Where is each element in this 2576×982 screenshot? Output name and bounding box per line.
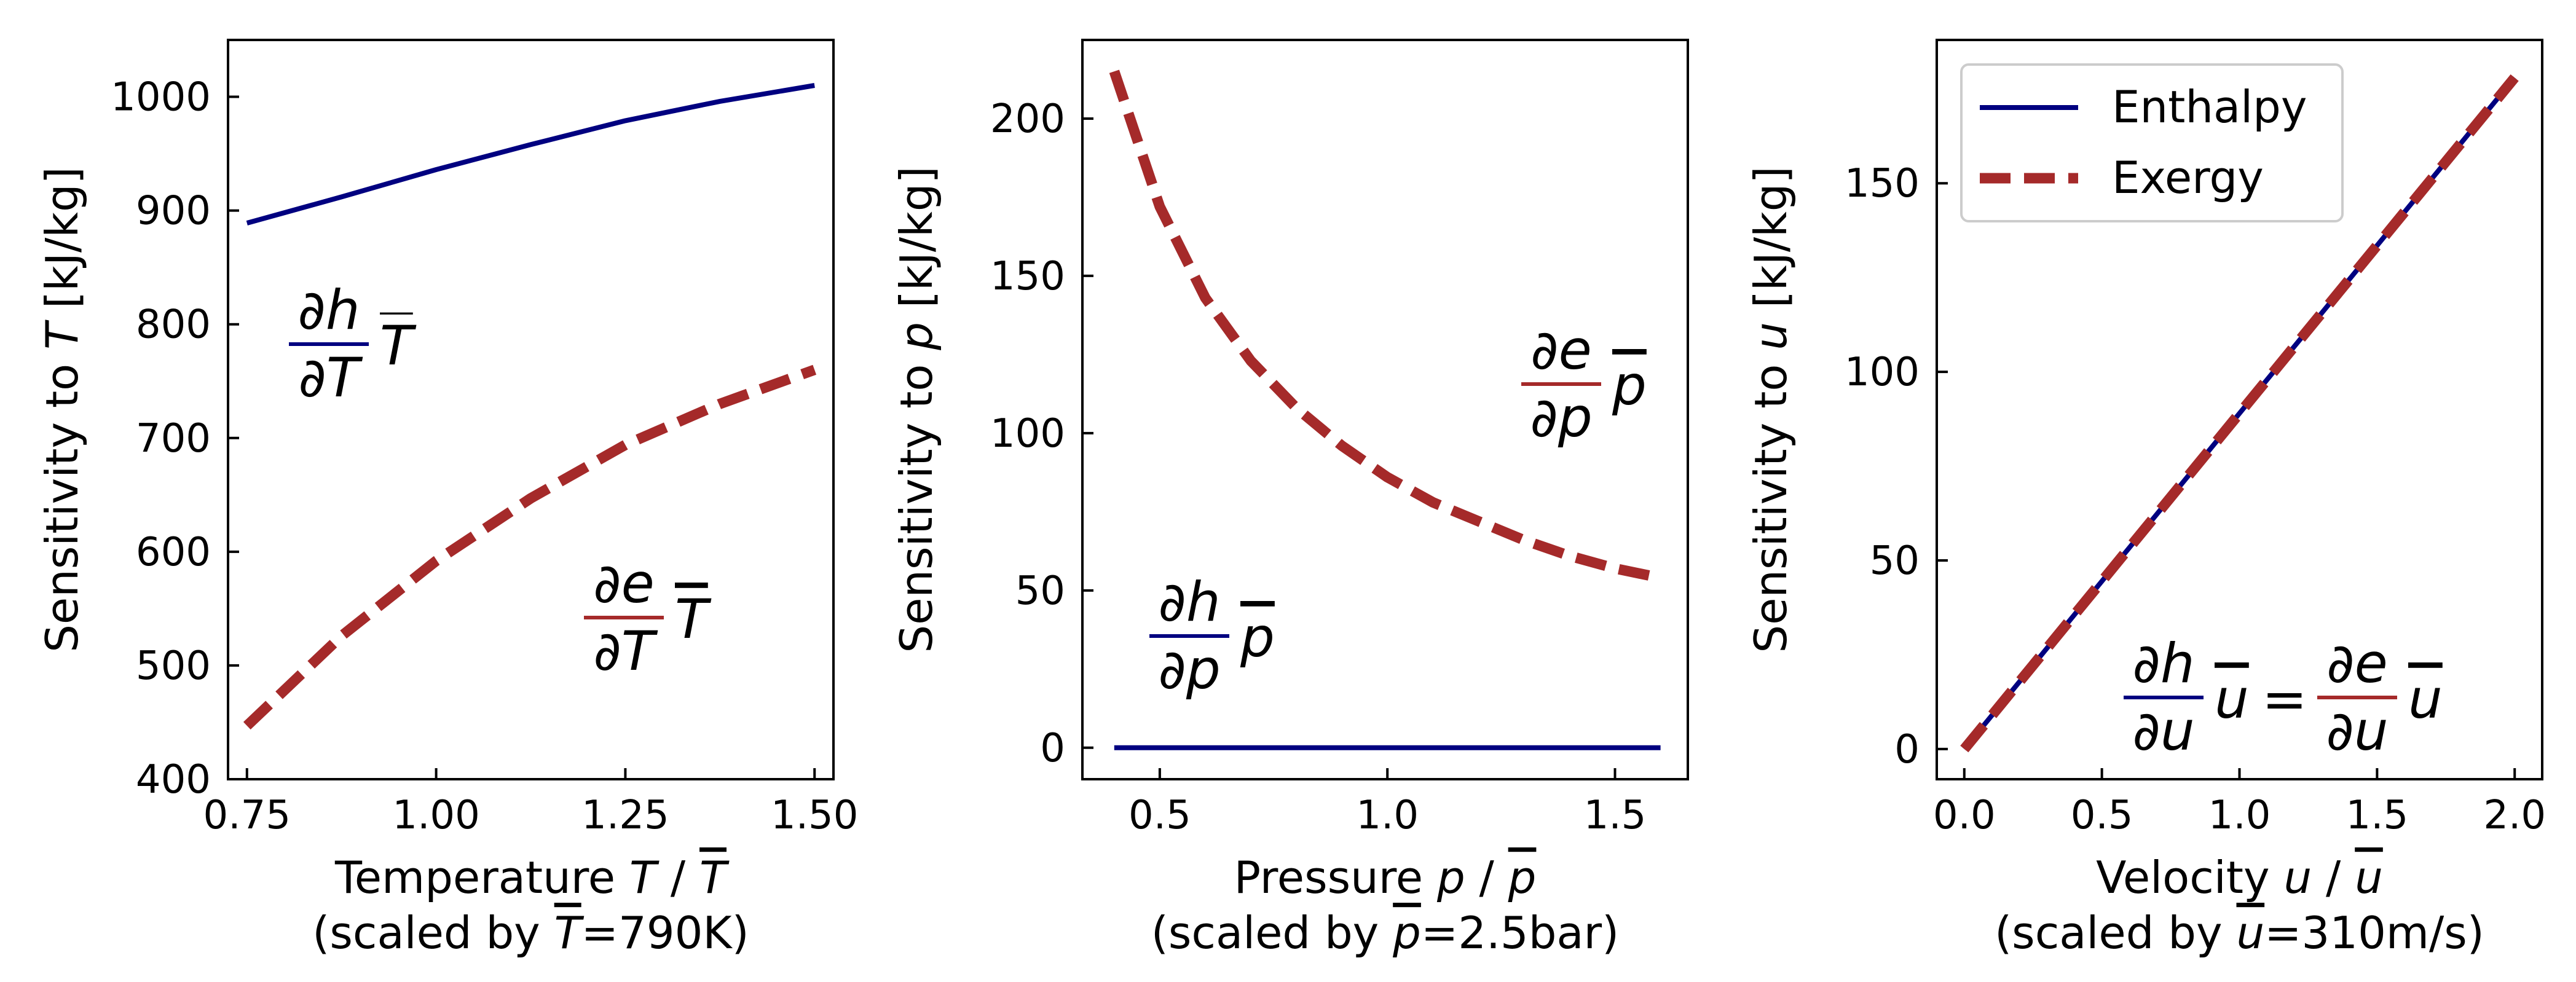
y-tick-label: 100 — [1845, 350, 1920, 395]
annotation-scale-symbol: u — [2215, 667, 2249, 731]
annotation-numerator: ∂h — [297, 278, 360, 342]
legend: Enthalpy Exergy — [1960, 63, 2344, 222]
annotation-denominator: ∂T — [298, 346, 363, 409]
y-tick-label: 600 — [136, 530, 211, 575]
annotation-numerator: ∂h — [2132, 632, 2194, 695]
series-line-enthalpy — [246, 83, 815, 226]
annotation-scale-symbol: p — [1240, 606, 1275, 669]
x-tick-label: 1.00 — [392, 793, 480, 838]
y-axis-label: Sensitivity to p [kJ/kg] — [891, 166, 942, 653]
annotation-scale-symbol: u — [2408, 667, 2443, 731]
legend-label-exergy: Exergy — [2112, 152, 2264, 203]
annotation-scale-symbol: T — [675, 587, 712, 651]
annotation-enthalpy: ∂h∂u u = — [2124, 632, 2307, 763]
annotation-numerator: ∂e — [1530, 318, 1592, 382]
y-tick-label: 100 — [990, 411, 1065, 457]
y-tick-label: 800 — [136, 302, 211, 348]
x-axis-label: Temperature T / T — [334, 852, 730, 903]
x-tick-label: 1.0 — [2208, 793, 2271, 838]
x-axis-sublabel: (scaled by p=2.5bar) — [1151, 907, 1619, 959]
annotation-numerator: ∂e — [593, 552, 655, 615]
series-line-exergy — [1109, 69, 1662, 583]
annotation-numerator: ∂h — [1158, 570, 1220, 634]
plot-frame — [1081, 39, 1689, 780]
chart-panel-1: 0.75 1.00 1.25 1.50 400 500 600 700 800 900 1000 Te… — [36, 39, 859, 959]
y-tick-label: 900 — [136, 189, 211, 234]
y-tick-label: 150 — [1845, 161, 1920, 206]
y-axis-label: Sensitivity to u [kJ/kg] — [1745, 166, 1797, 653]
x-tick-label: 0.5 — [1128, 793, 1191, 838]
annotation-denominator: ∂p — [1530, 386, 1592, 449]
plot-frame — [227, 39, 835, 780]
annotation-scale-symbol: T — [380, 314, 417, 377]
annotation-numerator: ∂e — [2326, 632, 2388, 695]
annotation-exergy: ∂e∂p p — [1521, 318, 1647, 449]
chart-panel-3: 0.0 0.5 1.0 1.5 2.0 0 50 100 150 Velocity u / u(s… — [1745, 39, 2546, 959]
y-tick-label: 0 — [1040, 726, 1065, 771]
x-axis-label: Pressure p / p — [1234, 852, 1537, 903]
series-line-exergy — [243, 364, 817, 730]
annotation-denominator: ∂u — [2326, 699, 2388, 763]
y-axis-label: Sensitivity to T [kJ/kg] — [36, 167, 88, 653]
x-tick-label: 0.75 — [203, 793, 291, 838]
x-tick-label: 1.25 — [581, 793, 669, 838]
y-tick-label: 200 — [990, 96, 1065, 142]
x-tick-label: 1.50 — [771, 793, 859, 838]
annotation-denominator: ∂u — [2132, 699, 2194, 763]
y-tick-label: 50 — [1870, 538, 1920, 584]
x-axis-label: Velocity u / u — [2096, 852, 2383, 903]
legend-label-enthalpy: Enthalpy — [2112, 81, 2307, 133]
x-axis-sublabel: (scaled by T=790K) — [312, 907, 749, 959]
x-tick-label: 1.5 — [2346, 793, 2408, 838]
x-tick-label: 2.0 — [2483, 793, 2546, 838]
y-tick-label: 150 — [990, 254, 1065, 299]
x-tick-label: 0.0 — [1933, 793, 1996, 838]
x-tick-label: 0.5 — [2071, 793, 2133, 838]
y-tick-label: 700 — [136, 416, 211, 462]
annotation-denominator: ∂T — [593, 619, 658, 683]
x-tick-label: 1.5 — [1584, 793, 1647, 838]
annotation-equals: = — [2262, 667, 2307, 731]
legend-box — [1960, 63, 2344, 222]
annotation-denominator: ∂p — [1158, 638, 1220, 701]
chart-panel-2: 0.5 1.0 1.5 0 50 100 150 200 Pressure p / p(scal… — [891, 39, 1689, 959]
x-axis-sublabel: (scaled by u=310m/s) — [1995, 907, 2484, 959]
y-tick-label: 0 — [1894, 727, 1920, 772]
annotation-exergy: ∂e∂u u — [2317, 632, 2443, 763]
annotation-exergy: ∂e∂T T — [584, 552, 712, 683]
y-tick-label: 50 — [1015, 568, 1065, 614]
annotation-scale-symbol: p — [1612, 354, 1647, 417]
x-tick-label: 1.0 — [1356, 793, 1419, 838]
series-line-exergy — [1960, 74, 2519, 753]
annotation-enthalpy: ∂h∂T T — [289, 278, 417, 409]
annotation-enthalpy: ∂h∂p p — [1149, 570, 1275, 701]
y-tick-label: 500 — [136, 643, 211, 689]
y-tick-label: 400 — [136, 757, 211, 803]
y-tick-label: 1000 — [111, 75, 211, 120]
